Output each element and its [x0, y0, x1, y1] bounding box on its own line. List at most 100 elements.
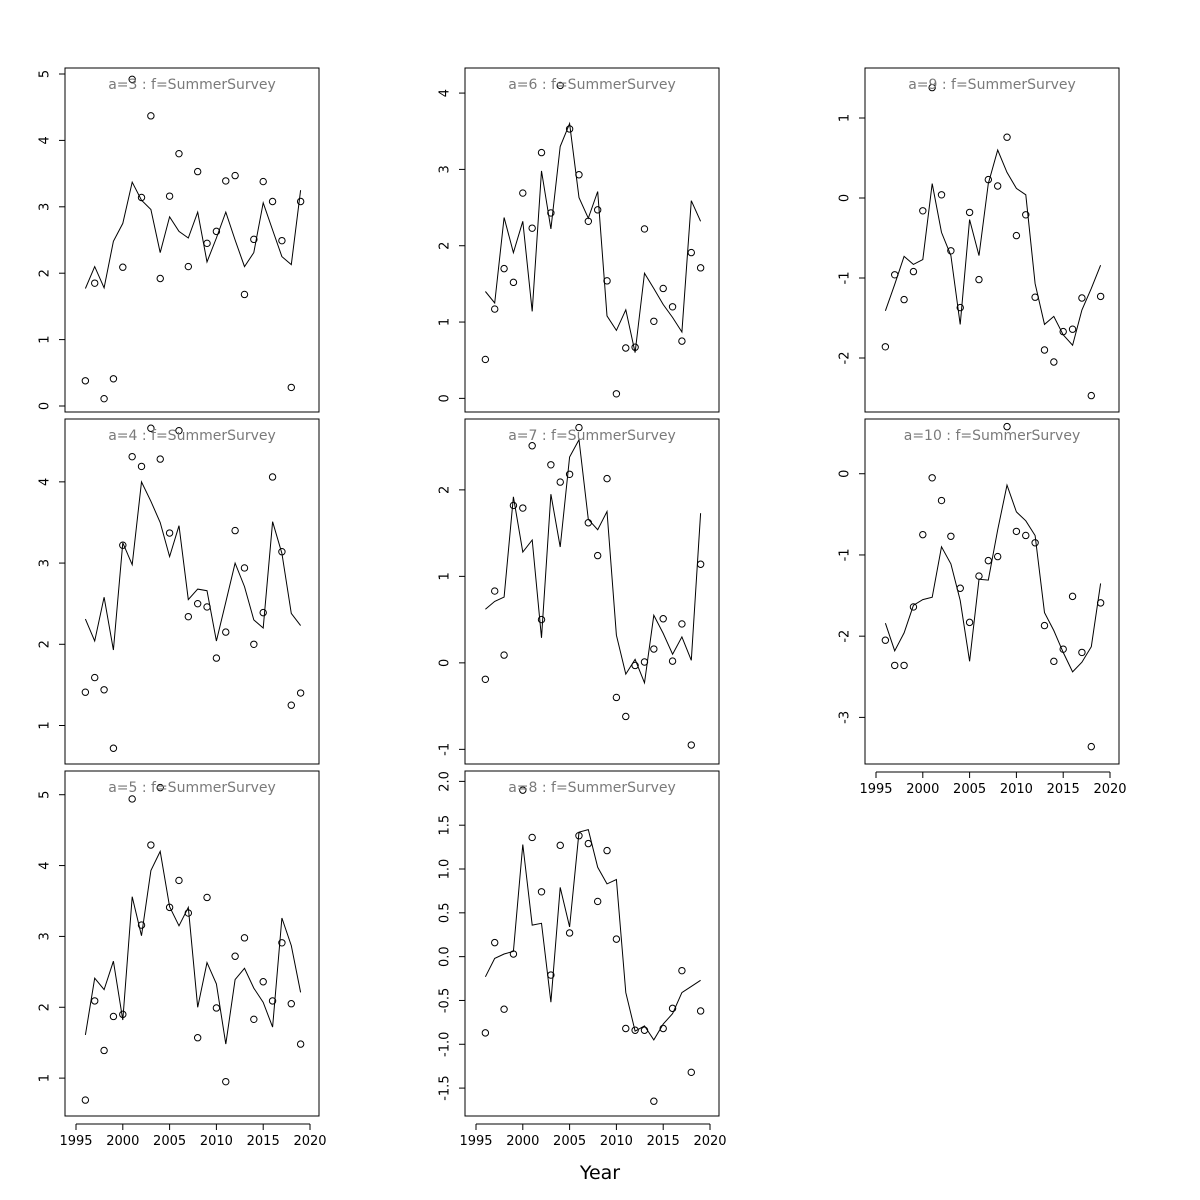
data-point [1040, 621, 1049, 630]
data-point [1068, 325, 1077, 333]
x-tick-label: 2005 [553, 1134, 586, 1149]
data-point [128, 452, 136, 461]
data-point [537, 148, 546, 157]
y-tick-label: -1 [838, 272, 853, 285]
data-point [937, 496, 946, 505]
data-point [1012, 527, 1021, 536]
data-point [678, 966, 686, 975]
x-tick-label: 2010 [600, 1134, 633, 1149]
data-point [491, 587, 499, 595]
data-point [1059, 645, 1067, 653]
data-point [528, 442, 536, 450]
panel-4: 0 1 2 3 4 a=6 : f=SummerSurvey [438, 67, 720, 413]
y-tick-label: 3 [38, 932, 53, 940]
data-point [687, 248, 695, 257]
data-point [100, 1046, 108, 1055]
fitted-line [84, 480, 301, 651]
data-point [500, 264, 508, 273]
data-point [296, 1040, 305, 1048]
data-point [965, 208, 974, 217]
data-point [668, 303, 677, 311]
data-point [287, 1000, 295, 1008]
data-point [1087, 391, 1095, 400]
fitted-line [484, 828, 701, 1041]
data-point [881, 343, 890, 351]
data-point [100, 686, 108, 694]
data-point [128, 795, 136, 803]
data-point [1087, 742, 1095, 751]
data-point [1022, 531, 1030, 540]
y-tick-label: -1.0 [438, 1032, 453, 1057]
data-point [584, 519, 593, 527]
data-point [481, 1029, 490, 1037]
x-tick-label: 2005 [153, 1134, 186, 1149]
data-point [278, 236, 286, 245]
y-tick-label: 1 [438, 572, 453, 580]
data-point [1050, 657, 1058, 666]
data-point [231, 171, 239, 180]
data-point [593, 206, 602, 214]
panel-1: 0 1 2 3 4 5 a=3 : f=SummerSurvey [38, 67, 320, 413]
data-point [184, 612, 193, 621]
data-point [1050, 358, 1058, 366]
data-point [175, 426, 183, 435]
data-point [193, 1034, 202, 1042]
y-tick-label: 0 [438, 394, 453, 402]
data-point [640, 225, 649, 233]
data-point [975, 572, 983, 580]
data-point [528, 224, 536, 232]
data-point [537, 615, 546, 624]
y-tick-label: 0.0 [438, 946, 453, 967]
data-point [584, 217, 593, 226]
data-point [119, 541, 127, 549]
data-point [268, 997, 277, 1005]
plot-frame [864, 418, 1120, 765]
data-point [1031, 539, 1039, 547]
data-point [156, 274, 164, 283]
plot-frame [64, 770, 320, 1117]
x-tick-label: 2020 [1093, 782, 1126, 797]
y-tick-label: 4 [438, 89, 453, 97]
panel-title: a=3 : f=SummerSurvey [108, 77, 276, 93]
data-point [1022, 211, 1030, 219]
data-point [147, 112, 155, 120]
data-point [1078, 648, 1086, 657]
data-point [900, 295, 908, 304]
x-tick-label: 2010 [1000, 782, 1033, 797]
y-tick-label: 1.5 [438, 815, 453, 836]
data-point [509, 501, 518, 510]
data-point [956, 303, 964, 312]
data-point [947, 532, 955, 540]
panel-title: a=7 : f=SummerSurvey [508, 428, 676, 444]
data-point [491, 938, 499, 947]
data-point [612, 390, 621, 398]
data-point [919, 530, 927, 539]
data-point [928, 83, 936, 92]
panel-8: -3 -2 -1 0 1995 2000 2005 2010 2015 2020 a=10 : f=… [838, 418, 1127, 797]
data-point [631, 661, 639, 670]
data-point [287, 701, 295, 709]
data-point [891, 661, 899, 670]
y-tick-label: -1.5 [438, 1075, 453, 1100]
plot-frame [464, 418, 720, 765]
data-point [696, 264, 705, 272]
data-point [500, 651, 508, 659]
data-point [222, 1077, 230, 1086]
plot-frame [464, 67, 720, 413]
data-point [184, 262, 193, 271]
data-point [481, 355, 490, 364]
data-point [268, 473, 277, 481]
data-point [984, 175, 993, 184]
data-point [109, 1012, 118, 1021]
data-point [909, 267, 918, 276]
y-tick-label: 0 [838, 470, 853, 478]
data-point [928, 474, 936, 482]
plot-frame [64, 418, 320, 765]
data-point [147, 841, 155, 849]
data-point [668, 657, 677, 665]
y-tick-label: 2 [38, 640, 53, 648]
data-point [696, 560, 705, 568]
plot-frame [864, 67, 1120, 413]
y-tick-label: -2 [838, 352, 853, 365]
